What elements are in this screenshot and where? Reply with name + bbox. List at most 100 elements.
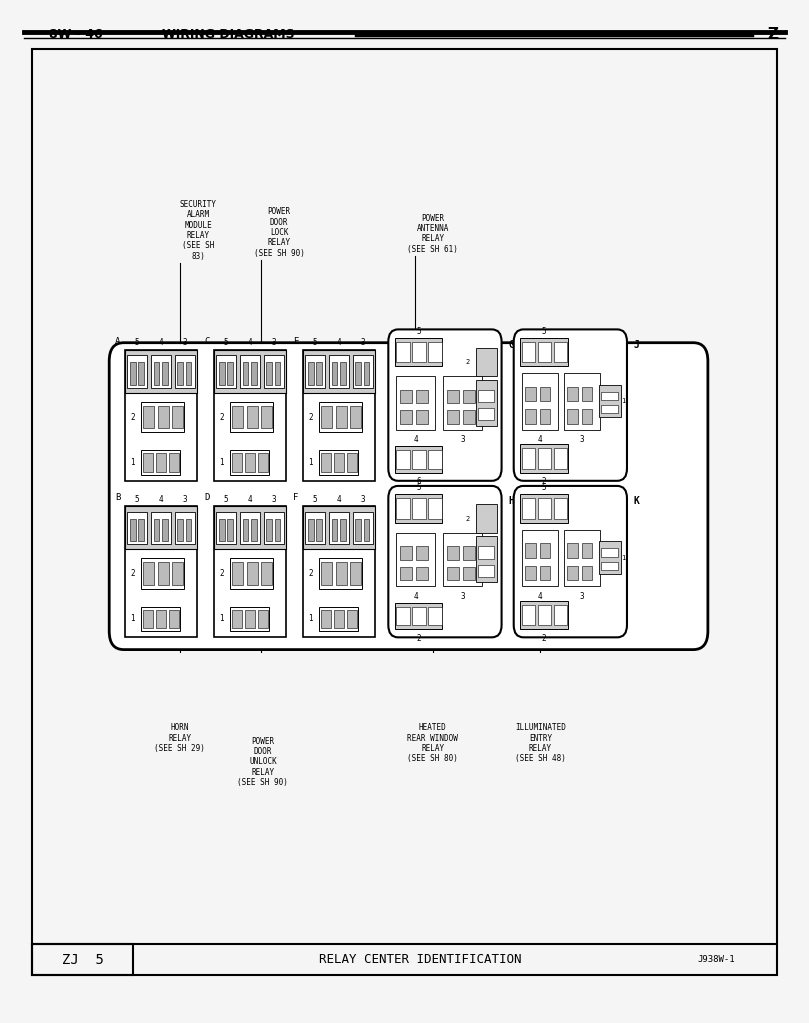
Bar — [169, 610, 180, 628]
Bar — [428, 450, 442, 469]
Bar — [32, 944, 133, 975]
Text: 4: 4 — [248, 495, 252, 503]
Bar — [333, 610, 345, 628]
Bar — [463, 546, 475, 560]
Bar — [155, 610, 167, 628]
Bar — [525, 409, 536, 424]
Text: 2: 2 — [542, 634, 546, 642]
Text: 1: 1 — [130, 615, 135, 623]
Bar — [396, 342, 410, 362]
Bar — [413, 498, 426, 519]
Bar — [522, 448, 536, 469]
Bar — [522, 342, 536, 362]
Bar — [540, 409, 550, 424]
Bar — [350, 406, 361, 429]
Text: 4: 4 — [413, 436, 418, 444]
Text: 4: 4 — [337, 339, 341, 347]
Text: 1: 1 — [308, 458, 313, 466]
Bar — [232, 406, 244, 429]
Bar — [447, 546, 459, 560]
Bar — [553, 448, 567, 469]
Bar — [564, 530, 600, 586]
Text: 3: 3 — [360, 495, 365, 503]
Bar — [154, 519, 159, 541]
Text: 2: 2 — [219, 412, 224, 421]
Text: 4: 4 — [159, 495, 163, 503]
Bar — [251, 519, 256, 541]
Bar — [251, 362, 256, 385]
Bar — [142, 610, 153, 628]
Bar — [141, 402, 184, 433]
Text: WIRING DIAGRAMS: WIRING DIAGRAMS — [162, 29, 294, 41]
Bar — [307, 519, 314, 541]
Bar — [175, 355, 194, 388]
Bar — [274, 362, 280, 385]
Bar — [478, 408, 494, 420]
Bar — [214, 506, 286, 549]
Bar — [332, 519, 337, 541]
Bar — [305, 512, 325, 544]
Bar — [227, 362, 233, 385]
Bar — [520, 494, 568, 523]
Bar — [151, 355, 171, 388]
Bar — [329, 355, 349, 388]
Text: 4: 4 — [413, 592, 418, 601]
Text: 4: 4 — [159, 339, 163, 347]
Bar — [141, 559, 184, 589]
Bar — [340, 519, 345, 541]
Bar — [321, 406, 332, 429]
Bar — [428, 498, 442, 519]
Text: 2: 2 — [465, 516, 470, 522]
Bar — [350, 563, 361, 585]
Bar — [476, 380, 497, 426]
Bar — [567, 409, 578, 424]
Text: 3: 3 — [271, 495, 276, 503]
Bar — [303, 506, 375, 637]
Bar — [396, 376, 435, 430]
Bar — [395, 603, 443, 629]
Bar — [599, 541, 621, 574]
Bar — [538, 498, 551, 519]
Bar — [264, 355, 283, 388]
Bar — [582, 387, 592, 401]
Bar — [169, 453, 180, 472]
Bar — [396, 533, 435, 586]
Text: 8W - 46: 8W - 46 — [49, 29, 102, 41]
Bar — [396, 450, 410, 469]
Bar — [463, 567, 475, 580]
Bar — [582, 543, 592, 558]
Bar — [162, 519, 167, 541]
FancyBboxPatch shape — [388, 486, 502, 637]
Bar — [567, 387, 578, 401]
Text: F: F — [293, 493, 299, 502]
Bar — [553, 498, 567, 519]
Bar — [218, 519, 225, 541]
Text: 1: 1 — [621, 554, 626, 561]
Bar — [266, 519, 272, 541]
Text: ZJ  5: ZJ 5 — [62, 952, 104, 967]
Bar — [218, 362, 225, 385]
Bar — [476, 504, 497, 533]
Bar — [416, 567, 428, 580]
Text: HEATED
REAR WINDOW
RELAY
(SEE SH 80): HEATED REAR WINDOW RELAY (SEE SH 80) — [408, 723, 458, 763]
Bar — [214, 350, 286, 393]
Bar — [400, 390, 412, 403]
Text: G: G — [508, 340, 514, 350]
Bar — [142, 453, 153, 472]
Bar — [172, 406, 183, 429]
Bar — [582, 566, 592, 580]
Bar — [340, 362, 345, 385]
Bar — [303, 350, 375, 481]
Bar — [520, 338, 568, 366]
Bar — [231, 453, 242, 472]
Bar — [141, 450, 180, 475]
Text: 4: 4 — [248, 339, 252, 347]
Text: 1: 1 — [219, 458, 224, 466]
Text: 5: 5 — [417, 327, 421, 336]
Text: 5: 5 — [313, 495, 318, 503]
Bar — [363, 519, 369, 541]
Text: 6: 6 — [417, 478, 421, 486]
Bar — [333, 453, 345, 472]
Bar — [230, 559, 273, 589]
Bar — [400, 546, 412, 560]
